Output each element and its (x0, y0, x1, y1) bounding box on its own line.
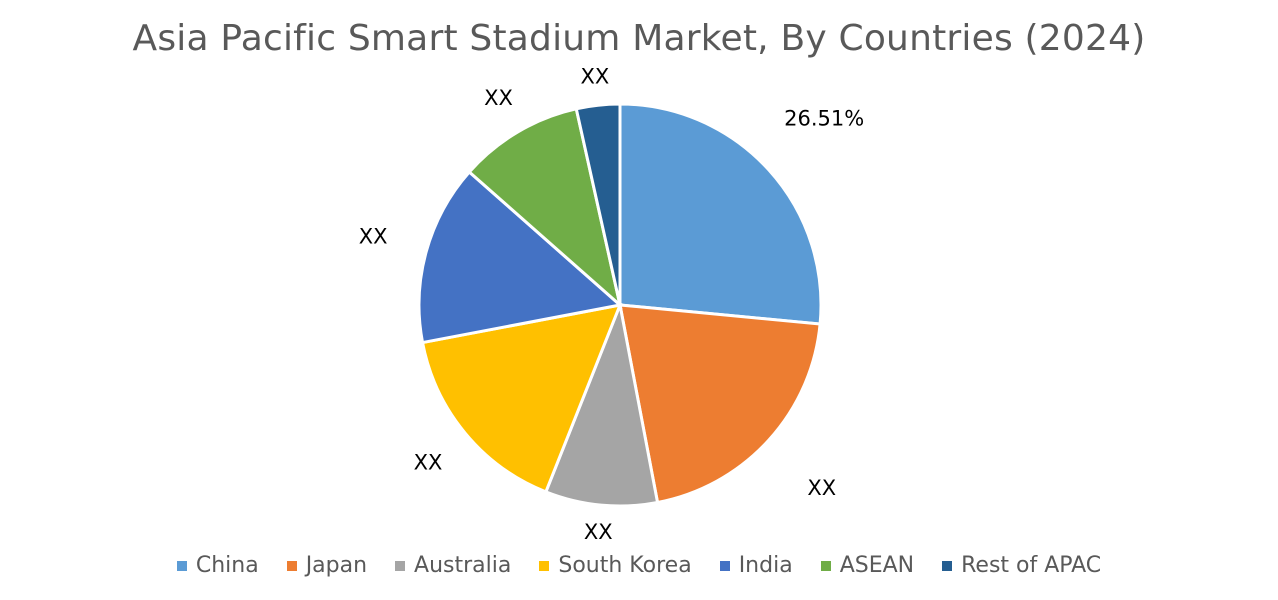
data-label-asean: XX (484, 86, 513, 110)
legend-label: South Korea (558, 553, 692, 578)
legend-label: Japan (305, 553, 368, 578)
legend-item-rest-of-apac: Rest of APAC (942, 553, 1101, 578)
chart-title: Asia Pacific Smart Stadium Market, By Co… (132, 18, 1146, 59)
legend-swatch (286, 560, 297, 571)
legend-swatch (176, 560, 187, 571)
legend-item-india: India (719, 553, 793, 578)
legend-label: Rest of APAC (961, 553, 1102, 578)
legend-label: China (195, 553, 259, 578)
data-label-australia: XX (584, 520, 613, 544)
data-label-india: XX (359, 224, 388, 248)
pie-slice-rest-of-apac (574, 102, 622, 306)
legend-swatch (820, 560, 831, 571)
legend-swatch (539, 560, 550, 571)
legend: China Japan Australia South Korea India ASEAN… (0, 553, 1278, 578)
data-label-south-korea: XX (414, 451, 443, 475)
data-label-rest-of-apac: XX (581, 64, 610, 88)
legend-swatch (942, 560, 953, 571)
pie-slice-australia (543, 299, 660, 508)
pie-data-labels: 26.51% XX XX XX XX XX XX (359, 64, 865, 544)
legend-label: India (738, 553, 793, 578)
legend-item-australia: Australia (395, 553, 511, 578)
pie-slice-china (618, 102, 823, 326)
legend-swatch (395, 560, 406, 571)
pie-slice-japan (618, 303, 822, 505)
pie-slice-south-korea (420, 303, 623, 494)
data-label-china: 26.51% (784, 106, 864, 130)
legend-item-asean: ASEAN (820, 553, 915, 578)
pie-slice-india (417, 169, 624, 345)
pie-slices (417, 102, 823, 508)
pie-slice-asean (467, 107, 623, 310)
legend-label: Australia (414, 553, 512, 578)
legend-item-south-korea: South Korea (539, 553, 692, 578)
data-label-japan: XX (807, 476, 836, 500)
legend-label: ASEAN (839, 553, 915, 578)
legend-swatch (719, 560, 730, 571)
legend-item-china: China (176, 553, 259, 578)
legend-item-japan: Japan (286, 553, 368, 578)
